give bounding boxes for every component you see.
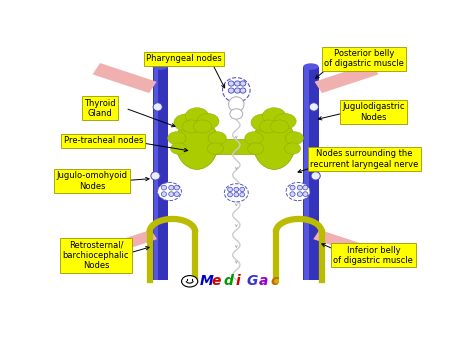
Ellipse shape <box>297 185 302 190</box>
Circle shape <box>263 108 286 124</box>
Bar <box>153 67 168 280</box>
Ellipse shape <box>286 183 310 201</box>
Ellipse shape <box>303 192 308 196</box>
Text: Inferior belly
of digastric muscle: Inferior belly of digastric muscle <box>333 246 413 265</box>
Ellipse shape <box>240 81 246 86</box>
Circle shape <box>185 108 209 124</box>
Circle shape <box>274 114 296 129</box>
Circle shape <box>174 114 198 131</box>
Ellipse shape <box>234 192 239 197</box>
Ellipse shape <box>228 192 232 197</box>
Circle shape <box>182 275 198 287</box>
Ellipse shape <box>290 185 295 190</box>
Ellipse shape <box>234 187 239 192</box>
Text: e: e <box>212 274 221 288</box>
Ellipse shape <box>157 183 182 201</box>
Text: Jugulodigastric
Nodes: Jugulodigastric Nodes <box>342 102 405 122</box>
Ellipse shape <box>228 88 234 93</box>
Polygon shape <box>92 63 156 93</box>
Text: M: M <box>200 274 214 288</box>
Text: Thyroid
Gland: Thyroid Gland <box>84 99 116 118</box>
Ellipse shape <box>228 187 232 192</box>
Text: Pre-tracheal nodes: Pre-tracheal nodes <box>64 136 143 145</box>
Circle shape <box>248 143 264 154</box>
Circle shape <box>207 143 223 154</box>
Ellipse shape <box>228 81 234 86</box>
Bar <box>303 67 319 280</box>
Text: a: a <box>259 274 268 288</box>
Ellipse shape <box>153 63 168 70</box>
Circle shape <box>171 143 187 154</box>
Polygon shape <box>315 63 379 93</box>
Text: Posterior belly
of digastric muscle: Posterior belly of digastric muscle <box>324 49 404 69</box>
Text: G: G <box>247 274 258 288</box>
Circle shape <box>251 114 275 131</box>
Text: d: d <box>223 274 233 288</box>
Polygon shape <box>104 230 157 255</box>
Ellipse shape <box>161 192 166 196</box>
Polygon shape <box>313 230 366 255</box>
Ellipse shape <box>240 187 245 192</box>
Circle shape <box>201 139 222 154</box>
Circle shape <box>251 139 272 154</box>
Circle shape <box>285 132 303 145</box>
Circle shape <box>284 143 301 154</box>
Ellipse shape <box>224 184 248 202</box>
Ellipse shape <box>297 192 302 196</box>
Ellipse shape <box>311 172 320 180</box>
Circle shape <box>182 120 201 133</box>
Ellipse shape <box>235 88 240 93</box>
Bar <box>304 67 309 280</box>
Text: Pharyngeal nodes: Pharyngeal nodes <box>146 54 222 63</box>
Circle shape <box>259 120 278 133</box>
Ellipse shape <box>161 185 166 190</box>
Ellipse shape <box>235 81 240 86</box>
Circle shape <box>208 132 227 145</box>
Bar <box>212 140 261 154</box>
Ellipse shape <box>240 192 245 197</box>
Circle shape <box>245 132 263 145</box>
Ellipse shape <box>169 192 174 196</box>
Ellipse shape <box>253 117 295 169</box>
Ellipse shape <box>290 192 295 196</box>
Ellipse shape <box>228 97 244 112</box>
Ellipse shape <box>169 185 174 190</box>
Bar <box>154 67 158 280</box>
Ellipse shape <box>153 103 162 111</box>
Ellipse shape <box>309 103 319 111</box>
Ellipse shape <box>174 192 179 196</box>
Circle shape <box>271 120 289 133</box>
Ellipse shape <box>176 117 218 169</box>
Text: Retrosternal/
barchiocephalic
Nodes: Retrosternal/ barchiocephalic Nodes <box>63 240 129 270</box>
Ellipse shape <box>303 185 308 190</box>
Circle shape <box>168 132 186 145</box>
Ellipse shape <box>174 185 179 190</box>
Text: Jugulo-omohyoid
Nodes: Jugulo-omohyoid Nodes <box>57 171 128 191</box>
Ellipse shape <box>151 172 160 180</box>
Text: Nodes surrounding the
recurrent laryngeal nerve: Nodes surrounding the recurrent laryngea… <box>310 149 419 169</box>
Circle shape <box>193 120 212 133</box>
Ellipse shape <box>222 78 250 102</box>
Text: c: c <box>271 274 279 288</box>
Ellipse shape <box>230 109 243 119</box>
Ellipse shape <box>240 88 246 93</box>
Text: i: i <box>235 274 240 288</box>
Circle shape <box>197 114 219 129</box>
Ellipse shape <box>303 63 319 70</box>
